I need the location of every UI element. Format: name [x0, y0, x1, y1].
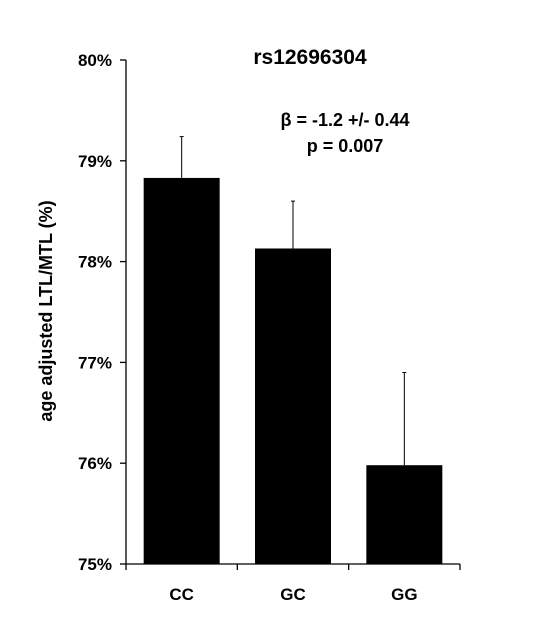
chart-title: rs12696304 [253, 46, 367, 69]
y-tick-label: 78% [78, 253, 112, 272]
y-tick-label: 80% [78, 51, 112, 70]
x-tick-label-gc: GC [280, 585, 306, 604]
y-axis-label: age adjusted LTL/MTL (%) [36, 200, 56, 421]
y-axis: 75% 76% 77% 78% 79% 80% [78, 51, 127, 574]
y-tick-label: 77% [78, 353, 112, 372]
y-tick-label: 75% [78, 555, 112, 574]
bar-cc [143, 177, 220, 564]
error-bars-group [179, 136, 407, 466]
bars-group [143, 177, 443, 564]
x-tick-label-cc: CC [169, 585, 194, 604]
beta-annotation: β = -1.2 +/- 0.44 [280, 110, 409, 130]
x-tick-label-gg: GG [391, 585, 417, 604]
x-axis: CC GC GG [125, 563, 461, 604]
bar-gg [366, 465, 443, 564]
bar-gc [255, 248, 331, 564]
y-tick-label: 76% [78, 454, 112, 473]
y-tick-label: 79% [78, 152, 112, 171]
p-value-annotation: p = 0.007 [307, 136, 384, 156]
